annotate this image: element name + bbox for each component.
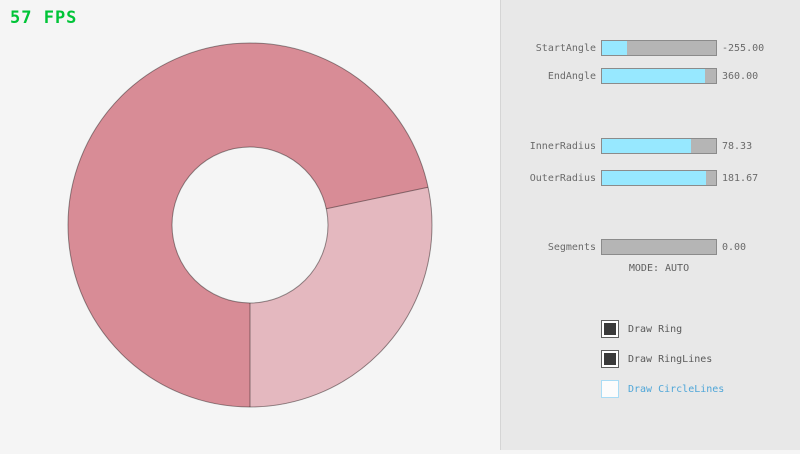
ring-segment-line-right — [326, 186, 429, 210]
outerradius-slider-fill — [602, 171, 706, 185]
ring-outline-inner — [171, 146, 329, 304]
slider-row-outerradius: OuterRadius 181.67 — [501, 170, 800, 186]
slider-row-innerradius: InnerRadius 78.33 — [501, 138, 800, 154]
drawing-canvas: 57 FPS — [10, 8, 433, 408]
draw-circlelines-label: Draw CircleLines — [628, 383, 725, 395]
endangle-slider[interactable] — [601, 68, 717, 84]
startangle-slider-fill — [602, 41, 627, 55]
startangle-value: -255.00 — [722, 43, 765, 54]
startangle-slider[interactable] — [601, 40, 717, 56]
checkbox-row-draw-ringlines[interactable]: Draw RingLines — [601, 350, 712, 368]
draw-ring-label: Draw Ring — [628, 323, 683, 335]
ring-overlap-sector — [250, 187, 432, 407]
control-panel: StartAngle -255.00 EndAngle 360.00 Inner… — [500, 0, 800, 450]
ring-hole — [172, 147, 328, 303]
checkbox-check-mark — [604, 353, 616, 365]
outerradius-value: 181.67 — [722, 173, 759, 184]
ring-outline-outer — [67, 42, 433, 408]
outerradius-label: OuterRadius — [529, 173, 596, 184]
draw-ringlines-checkbox[interactable] — [601, 350, 619, 368]
segments-label: Segments — [547, 242, 596, 253]
startangle-label: StartAngle — [535, 43, 596, 54]
ring-figure — [67, 42, 433, 408]
innerradius-value: 78.33 — [722, 141, 753, 152]
draw-ringlines-label: Draw RingLines — [628, 353, 713, 365]
checkbox-check-mark — [604, 323, 616, 335]
slider-row-endangle: EndAngle 360.00 — [501, 68, 800, 84]
fps-counter: 57 FPS — [10, 8, 78, 28]
draw-ring-checkbox[interactable] — [601, 320, 619, 338]
segments-slider[interactable] — [601, 239, 717, 255]
slider-row-segments: Segments 0.00 — [501, 239, 800, 255]
innerradius-slider-fill — [602, 139, 692, 153]
endangle-slider-fill — [602, 69, 705, 83]
checkbox-row-draw-ring[interactable]: Draw Ring — [601, 320, 682, 338]
slider-row-startangle: StartAngle -255.00 — [501, 40, 800, 56]
checkbox-row-draw-circlelines[interactable]: Draw CircleLines — [601, 380, 724, 398]
innerradius-slider[interactable] — [601, 138, 717, 154]
innerradius-label: InnerRadius — [529, 141, 596, 152]
mode-text: MODE: AUTO — [628, 263, 690, 274]
draw-circlelines-checkbox[interactable] — [601, 380, 619, 398]
endangle-value: 360.00 — [722, 71, 759, 82]
outerradius-slider[interactable] — [601, 170, 717, 186]
endangle-label: EndAngle — [547, 71, 596, 82]
segments-value: 0.00 — [722, 242, 747, 253]
